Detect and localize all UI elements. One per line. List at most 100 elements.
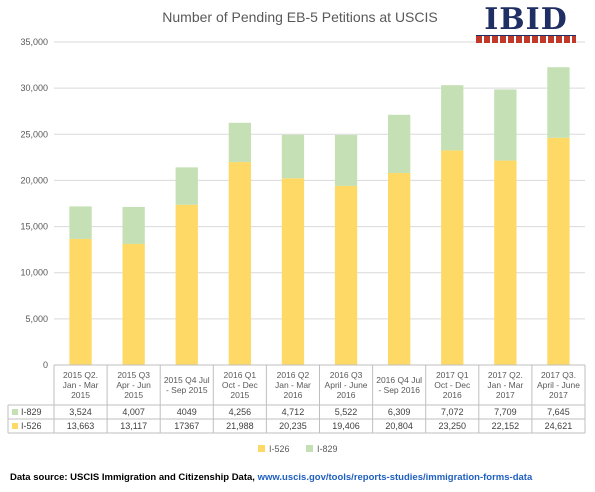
category-label-line: 2015 [230, 390, 249, 400]
bar-i-526 [281, 178, 305, 365]
y-tick-label: 20,000 [20, 175, 48, 185]
bar-i-829 [387, 114, 411, 174]
data-source-footer: Data source: USCIS Immigration and Citiz… [10, 472, 532, 483]
category-label-line: 2015 [124, 390, 143, 400]
bar-i-526 [69, 238, 92, 365]
table-cell-value: 4049 [177, 407, 197, 417]
data-source-link[interactable]: www.uscis.gov/tools/reports-studies/immi… [257, 472, 533, 483]
bar-i-829 [281, 134, 305, 179]
table-series-name: I-829 [21, 407, 42, 417]
bar-i-526 [334, 185, 358, 365]
bar-i-829 [122, 206, 145, 244]
table-cell-value: 20,804 [385, 421, 413, 431]
table-cell-value: 17367 [174, 421, 199, 431]
category-label-line: 2017 [549, 390, 568, 400]
table-cell-value: 22,152 [492, 421, 520, 431]
category-label-line: Jan - Mar [275, 380, 311, 390]
legend-swatch-i-526 [258, 445, 265, 452]
bar-i-526 [175, 204, 198, 365]
y-tick-label: 35,000 [20, 37, 48, 47]
bar-i-526 [494, 160, 517, 365]
data-source-label: Data source: USCIS Immigration and Citiz… [10, 472, 255, 483]
category-label: 2015 Q2. Jan - Mar 2015 [63, 370, 99, 400]
legend-label: I-829 [317, 444, 338, 454]
y-tick-label: 25,000 [20, 129, 48, 139]
category-label: 2016 Q4 Jul - Sep 2016 [376, 375, 422, 395]
category-label-line: April - June [325, 380, 368, 390]
table-series-name: I-526 [21, 421, 42, 431]
chart-title: Number of Pending EB-5 Petitions at USCI… [162, 9, 437, 25]
y-tick-label: 10,000 [20, 268, 48, 278]
bar-i-829 [494, 89, 517, 161]
table-cell-value: 4,256 [229, 407, 252, 417]
category-label-line: Jan - Mar [487, 380, 523, 390]
category-label-line: 2016 Q1 [224, 370, 257, 380]
category-label-line: Oct - Dec [434, 380, 471, 390]
chart: Number of Pending EB-5 Petitions at USCI… [7, 9, 586, 454]
bar-i-526 [441, 150, 464, 365]
category-label: 2015 Q3 Apr - Jun 2015 [116, 370, 151, 400]
logo-text: IBID [484, 2, 568, 37]
bar-i-526 [547, 137, 570, 365]
ibid-logo: IBID [476, 2, 576, 43]
table-cell-value: 19,406 [332, 421, 360, 431]
bar-i-829 [334, 134, 358, 186]
bars [69, 67, 570, 365]
table-cell-value: 7,709 [494, 407, 517, 417]
y-axis: 0 5,000 10,000 15,000 20,000 25,000 30,000 35,0… [20, 37, 48, 370]
category-label-line: - Sep 2015 [166, 385, 208, 395]
legend-label: I-526 [269, 444, 290, 454]
category-label-line: 2016 Q2 [277, 370, 310, 380]
category-label-line: 2016 [283, 390, 302, 400]
category-label-line: 2015 Q3 [117, 370, 150, 380]
bar-i-526 [122, 243, 145, 365]
bar-i-829 [69, 206, 92, 239]
table-cell-value: 24,621 [545, 421, 573, 431]
y-tick-label: 5,000 [25, 314, 48, 324]
bar-i-829 [441, 85, 464, 151]
y-tick-label: 15,000 [20, 222, 48, 232]
table-cell-value: 4,007 [122, 407, 145, 417]
category-label-line: 2015 [71, 390, 90, 400]
table-swatch-i-526 [12, 423, 18, 429]
table-cell-value: 7,645 [547, 407, 570, 417]
y-tick-label: 0 [43, 360, 48, 370]
category-label-line: 2015 Q2. [63, 370, 98, 380]
legend: I-526 I-829 [258, 444, 338, 454]
category-label: 2017 Q1 Oct - Dec 2016 [434, 370, 471, 400]
table-cell-value: 13,117 [120, 421, 147, 431]
table-cell-value: 3,524 [69, 407, 92, 417]
category-label-line: Jan - Mar [63, 380, 99, 390]
legend-swatch-i-829 [306, 445, 313, 452]
table-cell-value: 4,712 [282, 407, 305, 417]
bar-i-526 [387, 173, 411, 365]
category-label-line: 2016 Q3 [330, 370, 363, 380]
table-cell-value: 21,988 [226, 421, 254, 431]
category-label-line: April - June [537, 380, 580, 390]
category-label-line: 2015 Q4 Jul [164, 375, 210, 385]
category-label: 2016 Q3 April - June 2016 [325, 370, 368, 400]
category-label: 2016 Q2 Jan - Mar 2016 [275, 370, 311, 400]
category-label-line: 2016 [337, 390, 356, 400]
bar-i-526 [228, 162, 252, 365]
table-cell-value: 7,072 [441, 407, 464, 417]
category-label: 2017 Q3. April - June 2017 [537, 370, 580, 400]
table-cell-value: 13,663 [67, 421, 95, 431]
logo-flag-stripes [476, 35, 576, 43]
category-label-line: 2016 Q4 Jul [376, 375, 422, 385]
category-label-line: Oct - Dec [222, 380, 259, 390]
table-cell-value: 20,235 [279, 421, 307, 431]
bar-i-829 [175, 167, 198, 205]
category-label-line: 2017 Q2. [488, 370, 523, 380]
table-cell-value: 6,309 [388, 407, 411, 417]
category-label: 2015 Q4 Jul - Sep 2015 [164, 375, 210, 395]
category-label-line: 2017 Q1 [436, 370, 469, 380]
table-cell-value: 23,250 [438, 421, 466, 431]
y-tick-label: 30,000 [20, 83, 48, 93]
table-swatch-i-829 [12, 409, 18, 415]
category-label: 2016 Q1 Oct - Dec 2015 [222, 370, 259, 400]
category-label-line: - Sep 2016 [378, 385, 420, 395]
category-label-line: Apr - Jun [116, 380, 151, 390]
bar-i-829 [547, 67, 570, 138]
